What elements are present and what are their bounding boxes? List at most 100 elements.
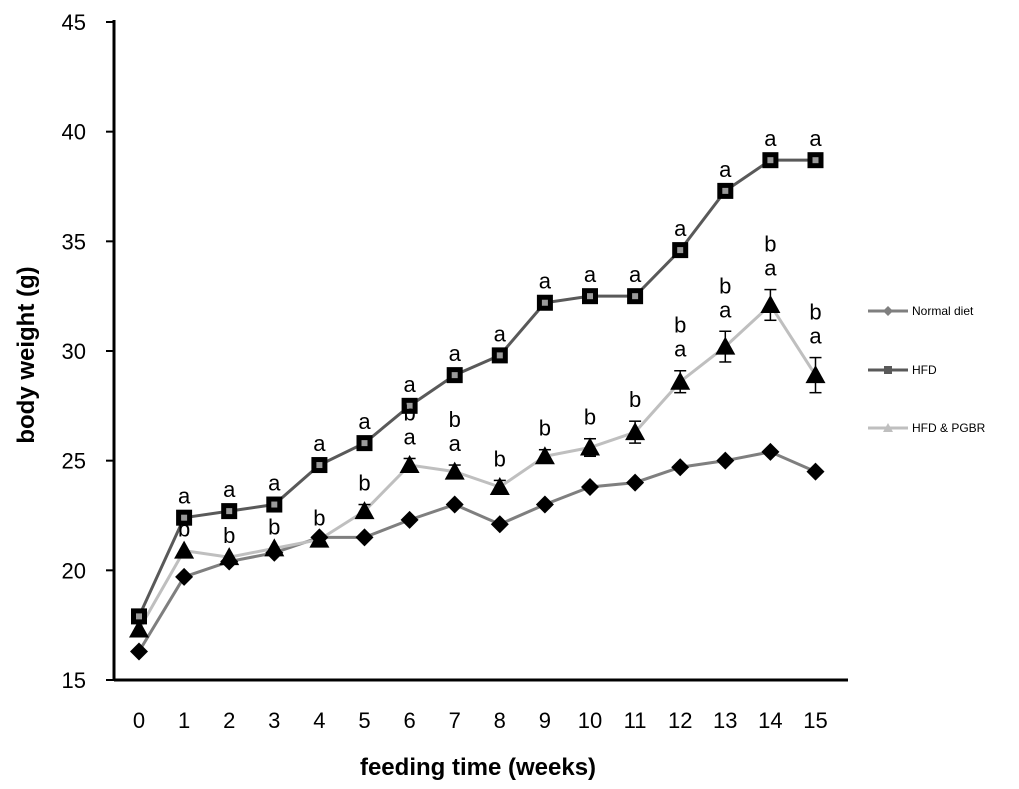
significance-label: a [313, 431, 326, 456]
data-point-hfd-pgbr [174, 540, 195, 559]
significance-label: a [449, 341, 462, 366]
data-point-hfd [807, 152, 824, 169]
x-axis-title: feeding time (weeks) [360, 754, 596, 781]
data-point-hfd [176, 509, 193, 526]
significance-label: a [223, 477, 236, 502]
data-point-hfd-pgbr [805, 365, 826, 384]
data-point-hfd-pgbr [580, 437, 600, 456]
y-tick-label: 25 [62, 449, 86, 474]
significance-label: a [629, 262, 642, 287]
significance-label: a [178, 484, 191, 509]
significance-label: b [178, 517, 190, 542]
data-point-hfd [627, 288, 644, 305]
x-tick-label: 5 [358, 708, 370, 733]
significance-label: b [719, 273, 731, 298]
data-point-hfd [491, 347, 508, 364]
data-point-hfd-pgbr [444, 461, 465, 480]
x-tick-label: 2 [223, 708, 235, 733]
legend-label-hfd: HFD [912, 363, 937, 377]
x-tick-label: 11 [624, 708, 647, 733]
significance-label: a [674, 216, 687, 241]
data-point-hfd [717, 182, 734, 199]
legend-label-normal-diet: Normal diet [912, 304, 974, 318]
x-tick-label: 6 [403, 708, 415, 733]
data-point-normal-diet [716, 451, 735, 470]
significance-label: b [358, 471, 370, 496]
y-tick-label: 20 [62, 558, 86, 583]
legend-marker-hfd [884, 366, 892, 374]
data-point-hfd [582, 288, 598, 305]
data-point-hfd-pgbr [670, 371, 691, 390]
x-tick-label: 10 [578, 708, 602, 733]
y-tick-label: 40 [62, 120, 86, 145]
significance-label: a [809, 324, 822, 349]
data-point-normal-diet [490, 515, 509, 534]
significance-label: b [403, 400, 415, 425]
legend-label-hfd-pgbr: HFD & PGBR [912, 421, 986, 435]
significance-label: b [313, 506, 325, 531]
significance-label: a [268, 471, 281, 496]
data-point-hfd [311, 457, 328, 474]
data-point-normal-diet [445, 495, 464, 514]
significance-label: a [539, 269, 552, 294]
data-point-hfd-pgbr [129, 619, 149, 638]
significance-label: b [674, 313, 686, 338]
data-point-hfd-pgbr [264, 538, 285, 557]
significance-label: b [629, 387, 641, 412]
legend: Normal diet HFD HFD & PGBR [868, 304, 986, 435]
data-point-normal-diet [400, 510, 419, 529]
data-point-hfd-pgbr [354, 501, 375, 520]
significance-label: a [764, 126, 777, 151]
x-tick-label: 4 [313, 708, 325, 733]
significance-label: a [764, 256, 777, 281]
data-point-hfd-pgbr [309, 529, 330, 548]
x-tick-label: 13 [713, 708, 737, 733]
data-point-hfd-pgbr [715, 336, 736, 355]
x-tick-label: 0 [133, 708, 145, 733]
significance-label: a [449, 431, 462, 456]
data-point-normal-diet [626, 473, 645, 492]
series-line-hfd-pgbr [137, 302, 817, 631]
significance-label: a [584, 262, 597, 287]
series-lines [137, 158, 817, 653]
data-point-normal-diet [355, 528, 374, 547]
data-point-normal-diet [175, 567, 194, 586]
significance-label: b [764, 232, 776, 257]
data-point-hfd [762, 152, 779, 169]
significance-label: a [358, 409, 371, 434]
series-markers [129, 152, 826, 661]
significance-label: b [449, 407, 461, 432]
significance-label: a [719, 297, 732, 322]
data-point-hfd [266, 496, 283, 513]
significance-label: a [403, 424, 416, 449]
x-tick-label: 14 [758, 708, 782, 733]
y-tick-label: 45 [62, 10, 86, 35]
x-tick-label: 15 [803, 708, 827, 733]
data-point-hfd-pgbr [219, 547, 240, 566]
data-point-normal-diet [581, 477, 599, 496]
significance-label: b [809, 300, 821, 325]
data-point-hfd [536, 294, 553, 311]
series-line-normal-diet [137, 450, 817, 653]
data-point-hfd [672, 242, 689, 259]
y-tick-label: 35 [62, 229, 86, 254]
y-tick-label: 15 [62, 668, 86, 693]
significance-label: b [223, 523, 235, 548]
x-tick-label: 9 [539, 708, 551, 733]
data-point-hfd [356, 435, 373, 452]
y-tick-label: 30 [62, 339, 86, 364]
significance-label: b [494, 446, 506, 471]
data-point-hfd [401, 397, 418, 414]
data-point-hfd [221, 503, 238, 520]
data-point-normal-diet [806, 462, 825, 481]
x-tick-label: 1 [178, 708, 190, 733]
data-point-normal-diet [130, 642, 148, 661]
data-point-hfd-pgbr [399, 455, 420, 474]
data-point-normal-diet [535, 495, 554, 514]
significance-label: b [539, 416, 551, 441]
legend-marker-hfd-pgbr [883, 423, 893, 432]
